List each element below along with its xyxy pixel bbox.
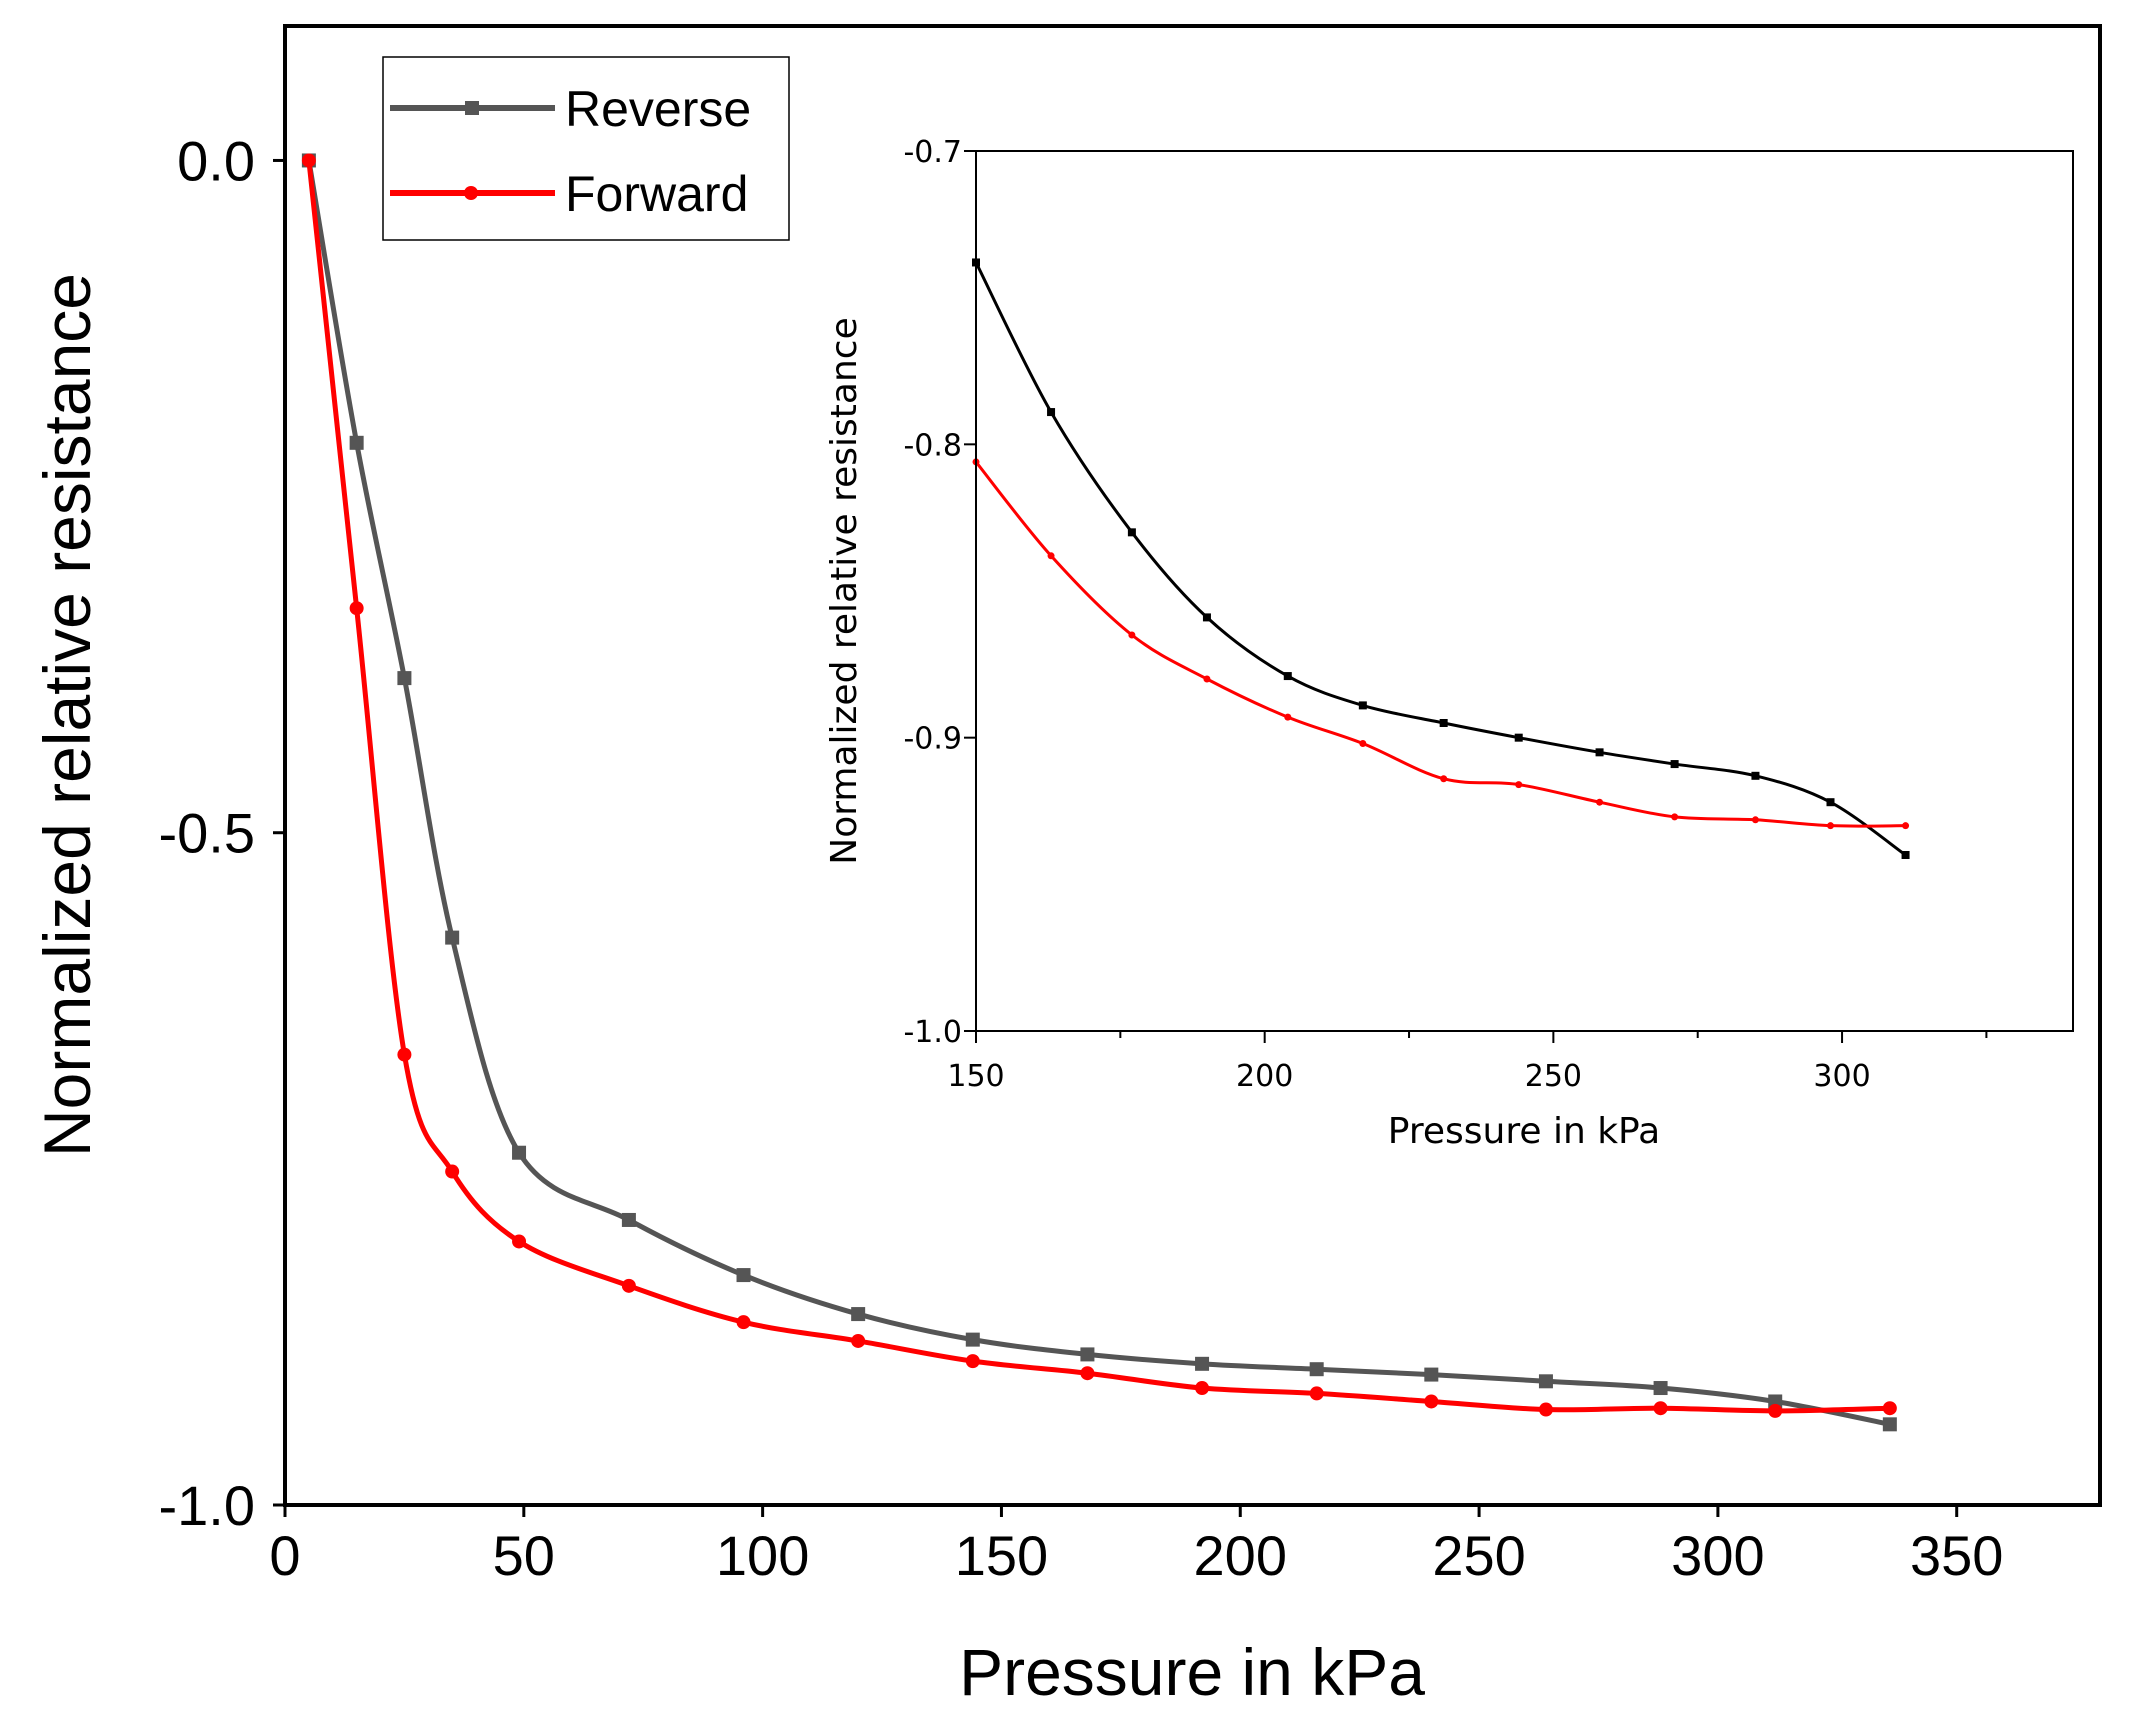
inset-point-forward-12: [1902, 822, 1910, 830]
inset-background: [976, 151, 2073, 1031]
inset-point-forward-2: [1128, 631, 1136, 639]
main-plot-frame: [283, 24, 2102, 1507]
main-x-tick-label-7: 350: [1910, 1524, 2003, 1587]
main-point-reverse-10: [1195, 1356, 1210, 1371]
inset-series-line-reverse: [974, 260, 1908, 857]
inset-point-reverse-2: [1127, 528, 1136, 537]
inset-point-forward-1: [1047, 552, 1055, 560]
main-chart: 0 50 100 150 200 250 300 350 0.0 -0.5 -1.0 Pressur…: [30, 24, 2102, 1709]
inset-y-tick-label-3: -1.0: [903, 1015, 962, 1050]
inset-point-reverse-11: [1826, 798, 1835, 807]
main-point-forward-14: [1653, 1401, 1668, 1416]
main-axes-layer: 0 50 100 150 200 250 300 350 0.0 -0.5 -1.0: [159, 129, 2004, 1587]
main-point-reverse-2: [397, 671, 412, 686]
inset-point-reverse-9: [1670, 760, 1679, 769]
main-x-tick-label-4: 200: [1194, 1524, 1287, 1587]
main-x-axis-label: Pressure in kPa: [959, 1635, 1425, 1709]
inset-axes-layer: 150 200 250 300 -0.7 -0.8 -0.9 -1.0: [903, 135, 1988, 1094]
main-x-tick-label-6: 300: [1671, 1524, 1764, 1587]
inset-y-axis-label: Normalized relative resistance: [824, 317, 865, 864]
legend-label-reverse: Reverse: [565, 81, 751, 137]
inset-point-reverse-12: [1901, 851, 1910, 859]
inset-point-reverse-1: [1047, 408, 1056, 417]
inset-point-reverse-7: [1514, 733, 1523, 742]
main-point-forward-13: [1538, 1402, 1553, 1417]
main-series-layer: [301, 153, 1897, 1432]
main-point-forward-12: [1424, 1394, 1439, 1409]
legend-marker-reverse: [465, 101, 479, 115]
inset-y-tick-label-0: -0.7: [903, 135, 962, 170]
inset-point-forward-8: [1596, 798, 1604, 806]
main-y-tick-label-1: -0.5: [159, 802, 256, 865]
main-point-forward-5: [621, 1278, 636, 1293]
main-point-reverse-9: [1080, 1347, 1095, 1362]
main-point-reverse-16: [1882, 1417, 1897, 1432]
main-point-forward-4: [512, 1234, 527, 1249]
main-y-axis-label: Normalized relative resistance: [30, 273, 104, 1157]
main-point-forward-3: [445, 1164, 460, 1179]
main-x-tick-label-0: 0: [269, 1524, 300, 1587]
inset-x-tick-label-3: 300: [1813, 1059, 1870, 1094]
inset-point-reverse-8: [1595, 748, 1604, 757]
main-point-reverse-8: [965, 1332, 980, 1347]
main-point-reverse-13: [1538, 1374, 1553, 1389]
inset-x-tick-label-2: 250: [1525, 1059, 1582, 1094]
main-point-forward-9: [1080, 1366, 1095, 1381]
legend-label-forward: Forward: [565, 166, 748, 222]
legend-entry-reverse: Reverse: [390, 81, 751, 137]
legend: Reverse Forward: [382, 56, 790, 241]
inset-point-forward-7: [1515, 781, 1523, 789]
main-x-tick-label-3: 150: [955, 1524, 1048, 1587]
inset-point-forward-3: [1203, 675, 1211, 683]
main-point-forward-7: [851, 1333, 866, 1348]
inset-x-axis-label: Pressure in kPa: [1388, 1111, 1660, 1152]
inset-point-reverse-10: [1751, 771, 1760, 780]
main-point-reverse-7: [851, 1307, 866, 1322]
main-x-tick-label-1: 50: [493, 1524, 555, 1587]
inset-point-forward-11: [1827, 822, 1835, 830]
main-x-tick-label-5: 250: [1432, 1524, 1525, 1587]
inset-y-tick-label-2: -0.9: [903, 722, 962, 757]
inset-chart: 150 200 250 300 -0.7 -0.8 -0.9 -1.0 Pressure in…: [824, 135, 2074, 1152]
main-point-forward-16: [1882, 1401, 1897, 1416]
inset-point-forward-9: [1671, 813, 1679, 821]
inset-point-reverse-4: [1283, 672, 1292, 681]
main-point-reverse-14: [1653, 1381, 1668, 1396]
main-point-forward-1: [349, 601, 364, 616]
legend-box: [382, 56, 790, 241]
main-y-tick-label-2: -1.0: [159, 1474, 256, 1537]
inset-point-forward-10: [1751, 816, 1759, 824]
inset-y-tick-label-1: -0.8: [903, 428, 962, 463]
inset-series-layer: [972, 258, 1910, 859]
main-point-forward-6: [736, 1315, 751, 1330]
main-point-reverse-12: [1424, 1367, 1439, 1382]
main-point-reverse-11: [1309, 1362, 1324, 1377]
legend-marker-forward: [464, 186, 478, 200]
main-point-forward-11: [1309, 1386, 1324, 1401]
legend-entry-forward: Forward: [390, 166, 748, 222]
main-y-tick-label-0: 0.0: [177, 129, 255, 192]
inset-point-reverse-6: [1439, 719, 1448, 727]
main-point-forward-2: [397, 1047, 412, 1062]
main-point-forward-10: [1195, 1381, 1210, 1396]
inset-point-reverse-5: [1358, 701, 1367, 710]
main-point-forward-15: [1768, 1403, 1783, 1418]
inset-series-line-forward: [974, 460, 1908, 828]
main-point-forward-8: [965, 1354, 980, 1369]
main-point-reverse-3: [445, 930, 460, 945]
inset-x-tick-label-1: 200: [1236, 1059, 1293, 1094]
inset-plot-frame: [975, 150, 2074, 1032]
main-point-reverse-4: [512, 1145, 527, 1160]
inset-point-reverse-3: [1202, 613, 1211, 622]
main-x-tick-label-2: 100: [716, 1524, 809, 1587]
main-point-reverse-6: [736, 1268, 751, 1283]
inset-point-forward-4: [1284, 713, 1292, 721]
main-point-reverse-1: [349, 435, 364, 450]
inset-point-forward-5: [1359, 740, 1367, 748]
inset-point-forward-6: [1440, 775, 1448, 783]
main-point-reverse-5: [621, 1212, 636, 1227]
main-point-forward-0: [301, 153, 316, 168]
inset-x-tick-label-0: 150: [947, 1059, 1004, 1094]
